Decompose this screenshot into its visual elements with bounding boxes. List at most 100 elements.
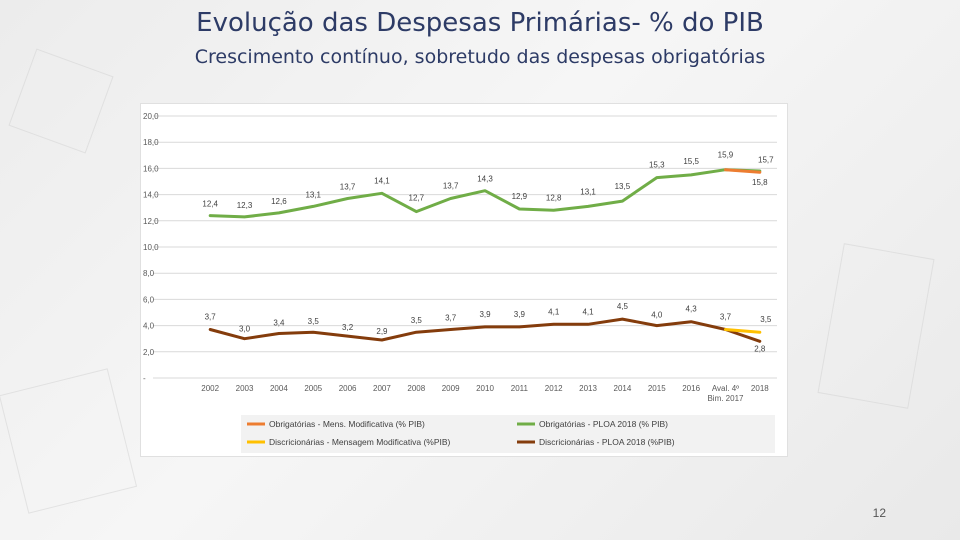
y-tick-label: 18,0: [143, 138, 159, 147]
data-label: 3,5: [411, 316, 423, 325]
x-tick-label: 2002: [201, 384, 219, 393]
slide-title: Evolução das Despesas Primárias- % do PI…: [196, 8, 764, 38]
data-label: 4,3: [686, 305, 698, 314]
data-point: [724, 168, 727, 171]
series-line-1: [724, 168, 762, 174]
data-label: 14,3: [477, 175, 493, 184]
data-point: [346, 334, 349, 338]
data-point: [208, 328, 212, 331]
y-tick-label: 12,0: [143, 217, 159, 226]
data-point: [689, 320, 693, 323]
data-point: [449, 328, 452, 331]
data-point: [243, 215, 246, 219]
x-tick-label: 2013: [579, 384, 597, 393]
data-label: 12,8: [546, 193, 562, 202]
y-tick-label: -: [143, 374, 146, 383]
data-label: 3,5: [760, 315, 772, 324]
data-label: 12,4: [202, 200, 218, 209]
data-point: [312, 330, 315, 334]
legend-label: Obrigatórias - PLOA 2018 (% PIB): [539, 419, 668, 429]
data-label: 3,9: [514, 310, 526, 319]
data-point: [655, 324, 658, 327]
data-point: [724, 328, 727, 331]
data-point: [483, 189, 487, 192]
data-point: [689, 173, 693, 177]
y-tick-label: 20,0: [143, 112, 159, 121]
data-point: [518, 325, 521, 329]
data-point: [380, 338, 384, 342]
data-label: 3,2: [342, 323, 354, 332]
data-label: 12,6: [271, 197, 287, 206]
data-point: [277, 332, 281, 335]
data-point: [483, 325, 487, 329]
data-label: 13,1: [305, 190, 321, 199]
data-point: [208, 214, 212, 217]
data-point: [552, 323, 555, 326]
data-label: 12,7: [409, 194, 425, 203]
data-label: 13,7: [443, 182, 459, 191]
x-tick-label: 2006: [339, 384, 357, 393]
data-label: 13,1: [580, 187, 596, 196]
data-label: 2,8: [754, 344, 766, 353]
chart-panel: - 2,0 4,0 6,0 8,0 10,0 12,0 14,0 16,0 18,0 20,0 200…: [140, 103, 788, 457]
data-point: [312, 205, 315, 208]
y-tick-label: 10,0: [143, 243, 159, 252]
legend-label: Discricionárias - Mensagem Modificativa …: [269, 437, 451, 447]
data-point: [586, 323, 590, 326]
y-tick-label: 8,0: [143, 269, 155, 278]
series-line-3: [724, 328, 762, 334]
data-point: [586, 205, 590, 208]
series-line-4: [208, 317, 762, 343]
data-label: 15,5: [683, 157, 699, 166]
data-point: [415, 330, 418, 334]
y-tick-label: 14,0: [143, 191, 159, 200]
x-tick-label: 2010: [476, 384, 494, 393]
data-label: 4,1: [582, 307, 594, 316]
data-label: 3,0: [239, 325, 251, 334]
x-tick-label: 2005: [304, 384, 322, 393]
x-tick-label: 2007: [373, 384, 391, 393]
x-tick-label: 2004: [270, 384, 288, 393]
page-number: 12: [872, 506, 886, 520]
slide-subtitle: Crescimento contínuo, sobretudo das desp…: [194, 46, 766, 68]
data-label: 12,3: [237, 201, 253, 210]
data-label: 15,7: [758, 155, 774, 164]
data-label: 2,9: [376, 327, 388, 336]
data-label: 4,5: [617, 302, 629, 311]
data-point: [758, 171, 762, 174]
data-point: [621, 199, 624, 203]
x-tick-label: 2015: [648, 384, 666, 393]
x-tick-label: 2018: [751, 384, 769, 393]
data-point: [415, 210, 418, 213]
data-point: [380, 192, 384, 195]
data-label: 15,8: [752, 178, 768, 187]
legend-label: Obrigatórias - Mens. Modificativa (% PIB…: [269, 419, 425, 429]
data-label: 3,5: [308, 317, 320, 326]
data-label: 4,0: [651, 311, 663, 320]
data-point: [346, 197, 349, 200]
line-chart: - 2,0 4,0 6,0 8,0 10,0 12,0 14,0 16,0 18,0 20,0 200…: [143, 112, 777, 453]
data-label: 13,5: [615, 182, 631, 191]
y-tick-label: 16,0: [143, 164, 159, 173]
data-label: 15,3: [649, 161, 665, 170]
x-tick-label: 2016: [682, 384, 700, 393]
y-tick-label: 4,0: [143, 322, 155, 331]
x-tick-label: 2014: [614, 384, 632, 393]
x-tick-label: Aval. 4º Bim. 2017: [707, 384, 744, 403]
data-label: 3,7: [205, 313, 217, 322]
y-tick-label: 2,0: [143, 348, 155, 357]
x-tick-label: 2003: [236, 384, 254, 393]
data-label: 15,9: [718, 151, 734, 160]
data-label: 14,1: [374, 176, 390, 185]
x-tick-label: 2009: [442, 384, 460, 393]
data-point: [277, 211, 281, 215]
data-point: [518, 207, 521, 211]
legend-box: [241, 415, 775, 453]
x-tick-label: 2012: [545, 384, 563, 393]
data-point: [758, 330, 762, 334]
data-point: [655, 176, 658, 179]
data-point: [552, 209, 555, 212]
data-label: 3,7: [720, 313, 732, 322]
data-label: 13,7: [340, 183, 356, 192]
data-label: 3,7: [445, 314, 457, 323]
